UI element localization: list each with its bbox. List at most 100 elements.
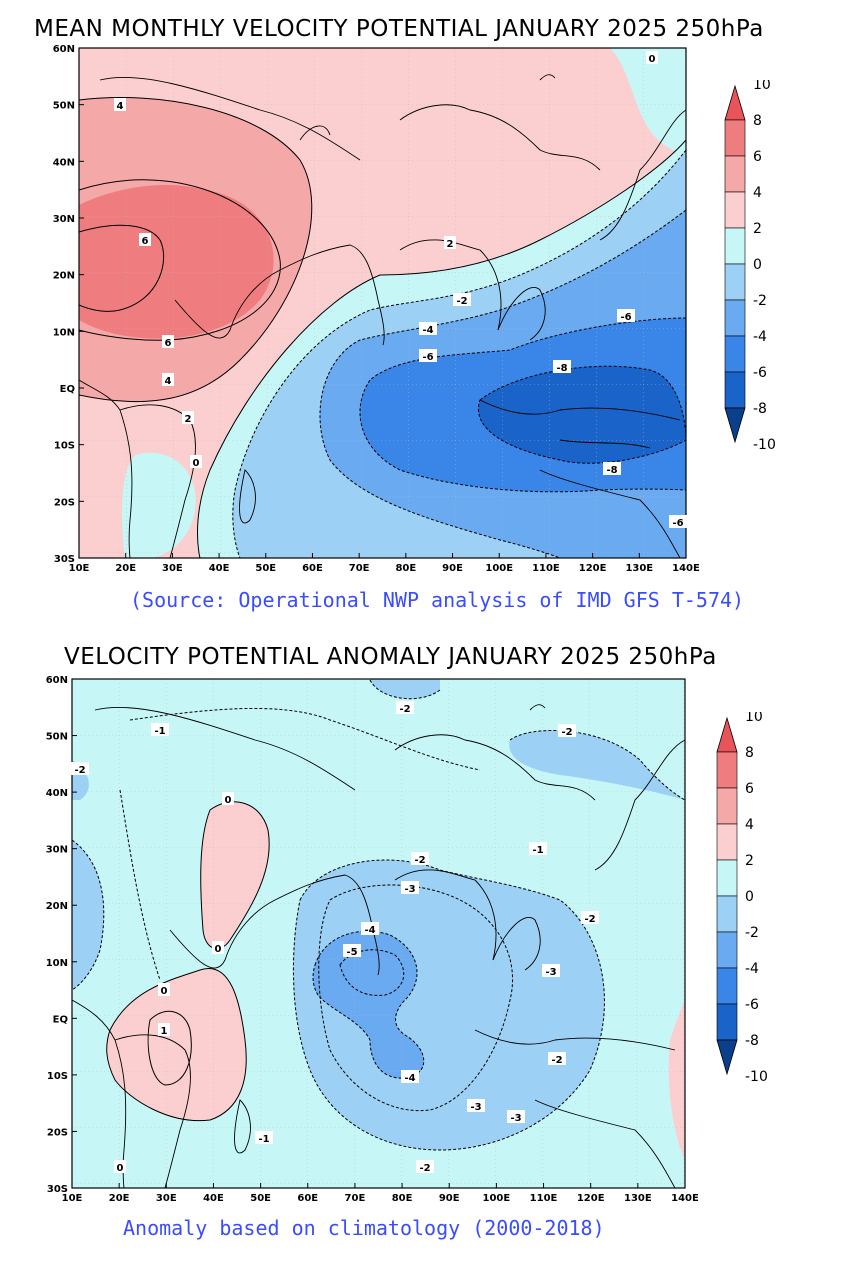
contour-label: 0	[225, 795, 232, 806]
lat-tick-label: 30N	[53, 214, 75, 225]
contour-label: -4	[404, 1073, 415, 1084]
coastlines-anomaly	[72, 704, 685, 1188]
colorbar-tick-label: 8	[753, 113, 762, 129]
mean-shading	[79, 48, 686, 558]
lon-tick-label: 60E	[297, 1193, 318, 1204]
lat-tick-label: 40N	[53, 157, 75, 168]
source-note: (Source: Operational NWP analysis of IMD…	[130, 588, 745, 612]
contour-label: -3	[470, 1102, 481, 1113]
colorbar-tick-label: 10	[753, 80, 771, 93]
contour-label: -2	[456, 296, 467, 307]
lat-tick-label: 40N	[46, 788, 68, 799]
contour-label: -3	[404, 884, 415, 895]
colorbar-tick-label: -8	[753, 401, 767, 417]
contour-label: 0	[215, 944, 222, 955]
colorbar-tick-label: 0	[745, 889, 754, 905]
colorbar-tick-label: 4	[745, 817, 754, 833]
colorbar-tick-label: 2	[753, 221, 762, 237]
colorbar-swatch	[716, 931, 738, 969]
contour-label: -3	[510, 1113, 521, 1124]
lon-tick-label: 110E	[532, 563, 560, 574]
colorbar-tick-label: 0	[753, 257, 762, 273]
contour-label: 0	[117, 1163, 124, 1174]
colorbar-tick-label: -6	[745, 997, 759, 1013]
contour-label: -8	[556, 363, 567, 374]
contour-label: -6	[422, 352, 433, 363]
lat-tick-label: 30S	[54, 554, 75, 565]
colorbar-tick-label: 6	[745, 781, 754, 797]
lat-tick-label: 20N	[46, 901, 68, 912]
contour-label: -2	[74, 765, 85, 776]
lat-tick-label: 30S	[47, 1184, 68, 1195]
lon-tick-label: 120E	[579, 563, 607, 574]
colorbar-anomaly: 10 8 6 4 2 0 -2 -4 -6 -8 -10	[716, 712, 768, 1085]
colorbar-swatch	[724, 335, 746, 373]
lon-tick-label: 120E	[577, 1193, 605, 1204]
colorbar-mean: 10 8 6 4 2 0 -2 -4 -6 -8 -10	[724, 80, 776, 453]
anomaly-velocity-potential-map: 60N 50N 40N 30N 20N 10N EQ 10S 20S 30S 10E 20E 30E 4…	[46, 675, 699, 1204]
lon-tick-label: 30E	[156, 1193, 177, 1204]
contour-labels-mean: 4 6 6 4 2 0 2 -2 -4 -6 -8 -8 -6 -6 0	[114, 51, 687, 529]
colorbar-swatch	[716, 1003, 738, 1041]
lat-tick-label: 10S	[54, 441, 75, 452]
contour-label: -1	[532, 845, 543, 856]
lon-tick-label: 60E	[302, 563, 323, 574]
contour-label: 6	[165, 338, 172, 349]
colorbar-swatch	[716, 751, 738, 789]
lat-tick-label: 50N	[53, 101, 75, 112]
contour-label: 0	[161, 986, 168, 997]
colorbar-tick-label: -4	[745, 961, 759, 977]
lon-tick-label: 70E	[345, 1193, 366, 1204]
colorbar-swatch	[724, 299, 746, 337]
contour-label: -1	[154, 726, 165, 737]
contour-label: -6	[620, 312, 631, 323]
colorbar-tick-label: 8	[745, 745, 754, 761]
lat-tick-label: 20S	[47, 1127, 68, 1138]
lon-tick-label: 130E	[624, 1193, 652, 1204]
colorbar-tick-label: 2	[745, 853, 754, 869]
colorbar-tick-label: -2	[753, 293, 767, 309]
lat-tick-label: 50N	[46, 732, 68, 743]
colorbar-tick-label: -10	[745, 1069, 768, 1085]
colorbar-tick-label: -8	[745, 1033, 759, 1049]
colorbar-tick-label: 6	[753, 149, 762, 165]
colorbar-lower-arrow	[716, 1039, 738, 1076]
lon-tick-label: 100E	[483, 1193, 511, 1204]
lon-tick-label: 30E	[162, 563, 183, 574]
contour-label: 2	[185, 414, 192, 425]
lon-tick-label: 70E	[349, 563, 370, 574]
contour-label: -6	[672, 518, 683, 529]
lat-tick-label: 60N	[53, 44, 75, 55]
contour-label: 4	[165, 376, 172, 387]
lat-axis-labels-mean: 60N 50N 40N 30N 20N 10N EQ 10S 20S 30S	[53, 44, 84, 565]
colorbar-swatch	[724, 155, 746, 193]
lon-tick-label: 90E	[439, 1193, 460, 1204]
lon-tick-label: 80E	[395, 563, 416, 574]
colorbar-tick-label: -2	[745, 925, 759, 941]
lon-tick-label: 10E	[69, 563, 90, 574]
contour-label: 0	[193, 458, 200, 469]
lon-tick-label: 80E	[392, 1193, 413, 1204]
colorbar-swatch	[724, 371, 746, 409]
contour-label: 2	[447, 239, 454, 250]
lon-tick-label: 40E	[209, 563, 230, 574]
lat-tick-label: EQ	[60, 384, 75, 395]
contour-label: -2	[584, 914, 595, 925]
contour-label: -4	[364, 925, 375, 936]
colorbar-tick-label: 4	[753, 185, 762, 201]
contour-labels-anomaly: -1 -2 -2 0 -2 -1 -3 -4 -5 -3 -2 0 0 1 -4 -3 -3 -1 -2 0 -2 -2	[71, 701, 599, 1174]
lon-tick-label: 10E	[62, 1193, 83, 1204]
colorbar-tick-label: 10	[745, 712, 763, 725]
contour-label: 1	[161, 1026, 168, 1037]
contour-label: -2	[551, 1055, 562, 1066]
contour-label: -2	[399, 704, 410, 715]
lat-tick-label: 60N	[46, 675, 68, 686]
colorbar-swatch	[716, 787, 738, 825]
lat-tick-label: EQ	[53, 1014, 68, 1025]
contour-label: -2	[414, 855, 425, 866]
colorbar-swatch	[724, 227, 746, 265]
colorbar-swatch	[724, 191, 746, 229]
lat-tick-label: 20N	[53, 271, 75, 282]
mean-velocity-potential-map: 60N 50N 40N 30N 20N 10N EQ 10S 20S 30S 10E 20E 30E 4…	[53, 44, 700, 574]
lon-tick-label: 50E	[250, 1193, 271, 1204]
